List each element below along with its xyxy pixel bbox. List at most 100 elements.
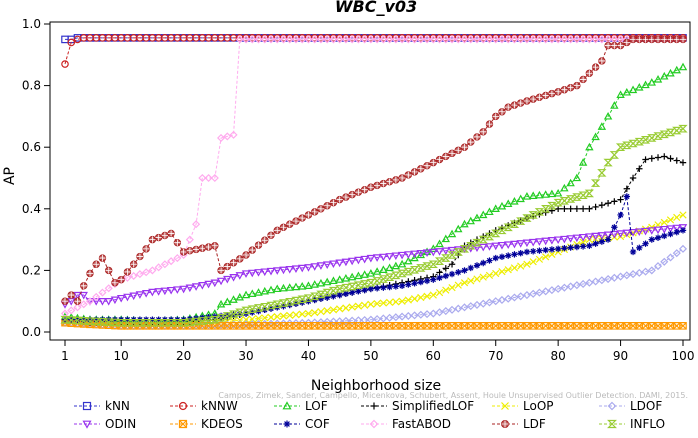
plot-frame bbox=[49, 21, 691, 341]
legend-item-knnw: kNNW bbox=[170, 399, 238, 413]
data-point bbox=[567, 205, 574, 212]
data-point bbox=[410, 311, 419, 320]
data-point bbox=[217, 133, 226, 143]
series-line bbox=[64, 38, 683, 314]
legend-marker bbox=[282, 401, 292, 410]
data-point bbox=[447, 305, 457, 314]
data-point bbox=[335, 35, 344, 44]
data-point bbox=[298, 214, 306, 222]
data-point bbox=[409, 265, 420, 274]
data-point bbox=[148, 266, 157, 275]
data-point bbox=[354, 35, 363, 44]
data-point bbox=[636, 244, 643, 252]
data-point bbox=[642, 156, 649, 163]
data-point bbox=[467, 138, 475, 146]
data-point bbox=[491, 204, 500, 212]
data-point bbox=[597, 122, 607, 130]
data-point bbox=[572, 35, 581, 44]
data-point bbox=[310, 263, 319, 271]
data-point bbox=[378, 275, 389, 283]
data-point bbox=[422, 262, 432, 270]
data-point bbox=[310, 292, 320, 301]
data-point bbox=[516, 240, 525, 248]
data-point bbox=[267, 231, 275, 239]
data-point bbox=[635, 35, 644, 44]
data-point bbox=[661, 232, 668, 240]
series-line bbox=[64, 128, 684, 324]
data-point bbox=[105, 316, 112, 323]
data-point bbox=[647, 322, 656, 330]
data-point bbox=[497, 35, 507, 44]
series-inflo bbox=[60, 124, 688, 327]
data-point bbox=[459, 245, 470, 253]
data-point bbox=[303, 294, 314, 302]
data-point bbox=[466, 216, 475, 225]
data-point bbox=[554, 284, 563, 293]
data-point bbox=[591, 232, 600, 241]
data-point bbox=[248, 315, 256, 323]
data-point bbox=[541, 237, 550, 246]
data-point bbox=[129, 260, 138, 268]
data-point bbox=[442, 152, 450, 161]
data-point bbox=[142, 268, 151, 277]
series-odin bbox=[60, 224, 688, 309]
watermark: Campos, Zimek, Sander, Campello, Micenko… bbox=[218, 391, 688, 400]
data-point bbox=[497, 201, 507, 210]
data-point bbox=[154, 263, 163, 272]
data-point bbox=[329, 306, 338, 314]
data-point bbox=[335, 285, 345, 293]
data-point bbox=[529, 289, 538, 298]
data-point bbox=[654, 154, 662, 161]
data-point bbox=[535, 255, 544, 263]
data-point bbox=[484, 232, 495, 241]
series-cof bbox=[61, 193, 687, 323]
legend-label: kNN bbox=[105, 399, 130, 413]
data-point bbox=[323, 307, 331, 315]
data-point bbox=[585, 35, 594, 44]
data-point bbox=[61, 297, 69, 305]
data-point bbox=[73, 297, 82, 305]
data-point bbox=[498, 322, 506, 330]
data-point bbox=[485, 35, 494, 44]
x-tick-label: 30 bbox=[238, 349, 253, 363]
data-point bbox=[254, 269, 263, 277]
legend-label: LoOP bbox=[523, 399, 554, 413]
data-point bbox=[491, 35, 500, 44]
data-point bbox=[429, 291, 437, 299]
data-point bbox=[579, 243, 587, 250]
data-point bbox=[392, 298, 400, 306]
data-point bbox=[510, 196, 519, 205]
data-point bbox=[279, 35, 288, 44]
legend-label: ODIN bbox=[105, 417, 136, 431]
legend-item-cof: COF bbox=[274, 417, 330, 431]
data-point bbox=[641, 35, 650, 44]
data-point bbox=[166, 318, 176, 327]
data-point bbox=[210, 173, 219, 183]
data-point bbox=[116, 294, 126, 303]
data-point bbox=[604, 41, 612, 50]
data-point bbox=[479, 273, 487, 281]
data-point bbox=[522, 239, 532, 248]
data-point bbox=[566, 83, 575, 92]
data-point bbox=[361, 286, 368, 294]
data-point bbox=[391, 252, 401, 261]
data-point bbox=[635, 228, 644, 237]
data-point bbox=[523, 322, 531, 330]
data-point bbox=[441, 35, 450, 44]
data-point bbox=[291, 282, 301, 291]
data-point bbox=[661, 153, 668, 160]
data-point bbox=[304, 35, 313, 44]
data-point bbox=[354, 256, 363, 265]
data-point bbox=[99, 316, 106, 323]
data-point bbox=[403, 267, 413, 276]
data-point bbox=[461, 267, 468, 274]
data-point bbox=[67, 291, 75, 299]
data-point bbox=[86, 269, 94, 278]
series-line bbox=[64, 38, 683, 303]
data-point bbox=[617, 211, 624, 219]
data-point bbox=[522, 214, 532, 222]
data-point bbox=[553, 188, 563, 197]
legend: kNN kNNW LOF SimplifiedLOF LoOP LDOF ODIN KDEOS… bbox=[74, 399, 665, 431]
data-point bbox=[566, 282, 575, 291]
data-point bbox=[267, 313, 275, 321]
